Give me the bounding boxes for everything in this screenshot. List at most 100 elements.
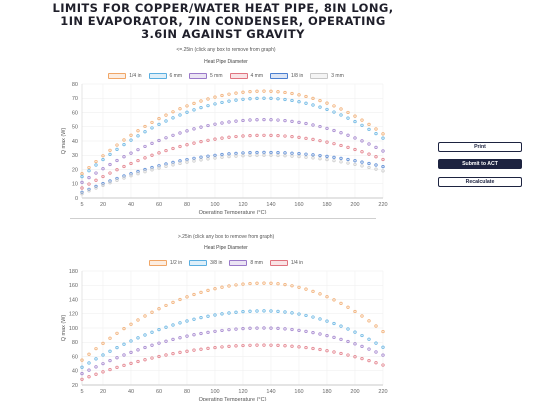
data-point xyxy=(108,336,112,340)
y-axis-label: Q max (W) xyxy=(61,315,67,342)
data-point xyxy=(304,155,308,159)
data-point xyxy=(311,156,315,160)
data-point xyxy=(241,97,245,101)
data-point xyxy=(206,314,210,318)
legend-item[interactable]: 1/4 in xyxy=(108,73,142,79)
legend-item[interactable]: 6 mm xyxy=(148,73,182,79)
legend-item[interactable]: 1/8 in xyxy=(270,73,303,79)
data-point xyxy=(108,367,112,372)
data-point xyxy=(227,311,231,315)
y-tick-label: 80 xyxy=(72,82,78,88)
data-point xyxy=(248,281,252,286)
data-point xyxy=(283,90,287,95)
x-tick-label: 180 xyxy=(322,389,331,395)
data-point xyxy=(374,127,378,131)
data-point xyxy=(199,316,203,320)
recalculate-button[interactable]: Recalculate xyxy=(438,177,522,187)
data-point xyxy=(346,161,350,165)
data-point xyxy=(262,150,266,154)
data-point xyxy=(122,143,126,147)
data-point xyxy=(122,176,126,180)
data-point xyxy=(171,146,175,151)
data-point xyxy=(234,154,238,158)
data-point xyxy=(248,118,252,122)
y-tick-label: 70 xyxy=(72,96,78,102)
data-point xyxy=(290,91,294,96)
data-point xyxy=(136,359,140,364)
data-point xyxy=(80,175,84,179)
data-point xyxy=(241,343,245,348)
legend-item[interactable]: 5 mm xyxy=(189,73,223,79)
data-point xyxy=(122,138,126,142)
data-point xyxy=(94,163,98,167)
data-point xyxy=(318,98,322,103)
data-point xyxy=(143,170,147,174)
data-point xyxy=(108,359,112,363)
data-point xyxy=(297,100,301,104)
data-point xyxy=(290,344,294,348)
data-point xyxy=(290,151,294,155)
data-point xyxy=(367,359,371,363)
chart-plot: 0 10 20 30 40 50 60 70 80 5 20 40 60 80 100 120 140 160 18… xyxy=(61,82,388,214)
data-point xyxy=(129,174,133,178)
data-point xyxy=(346,157,350,162)
data-point xyxy=(241,134,245,138)
data-point xyxy=(143,156,147,160)
data-point xyxy=(206,138,210,142)
data-point xyxy=(290,98,294,103)
data-point xyxy=(374,324,378,328)
data-point xyxy=(339,324,343,328)
x-axis-label: Operating Temperature (°C) xyxy=(199,210,267,214)
data-point xyxy=(108,162,112,167)
data-point xyxy=(213,102,217,106)
print-button[interactable]: Print xyxy=(438,142,522,152)
x-tick-label: 220 xyxy=(378,202,387,208)
data-point xyxy=(297,285,301,289)
data-point xyxy=(178,159,182,163)
data-point xyxy=(381,353,385,357)
data-point xyxy=(157,117,161,121)
data-point xyxy=(220,285,224,289)
series-1-8-in xyxy=(80,150,385,194)
legend-item[interactable]: 1/2 in xyxy=(148,260,182,266)
legend-item[interactable]: 3/8 in xyxy=(189,260,222,266)
legend-item[interactable]: 1/4 in xyxy=(269,260,303,266)
data-point xyxy=(199,99,203,103)
data-point xyxy=(360,357,364,361)
data-point xyxy=(381,132,385,136)
data-point xyxy=(199,290,203,294)
data-point xyxy=(87,175,91,180)
legend-label: 4 mm xyxy=(250,73,264,79)
data-point xyxy=(136,129,140,133)
submit-to-act-button[interactable]: Submit to ACT xyxy=(438,159,522,169)
series-1-4-in xyxy=(80,89,385,176)
data-point xyxy=(164,325,168,329)
data-point xyxy=(381,149,385,153)
data-point xyxy=(157,122,161,126)
data-point xyxy=(248,90,252,94)
data-point xyxy=(227,344,231,348)
data-point xyxy=(220,93,224,98)
data-point xyxy=(353,159,357,163)
legend-item[interactable]: 4 mm xyxy=(229,73,264,79)
data-point xyxy=(87,352,91,356)
data-point xyxy=(220,152,224,157)
data-point xyxy=(283,97,287,102)
data-point xyxy=(192,127,196,131)
data-point xyxy=(325,107,329,112)
data-point xyxy=(129,350,133,354)
data-point xyxy=(381,165,385,169)
data-point xyxy=(185,129,189,133)
data-point xyxy=(171,110,175,114)
data-point xyxy=(80,365,84,369)
data-point xyxy=(290,284,294,288)
data-point xyxy=(346,353,350,357)
legend-swatch xyxy=(310,73,329,79)
data-point xyxy=(227,135,231,139)
data-point xyxy=(332,128,336,133)
data-point xyxy=(213,156,217,160)
data-point xyxy=(206,288,210,292)
legend-item[interactable]: 3 mm xyxy=(310,73,344,79)
series-3-mm xyxy=(80,153,385,196)
legend-item[interactable]: 8 mm xyxy=(229,260,263,266)
